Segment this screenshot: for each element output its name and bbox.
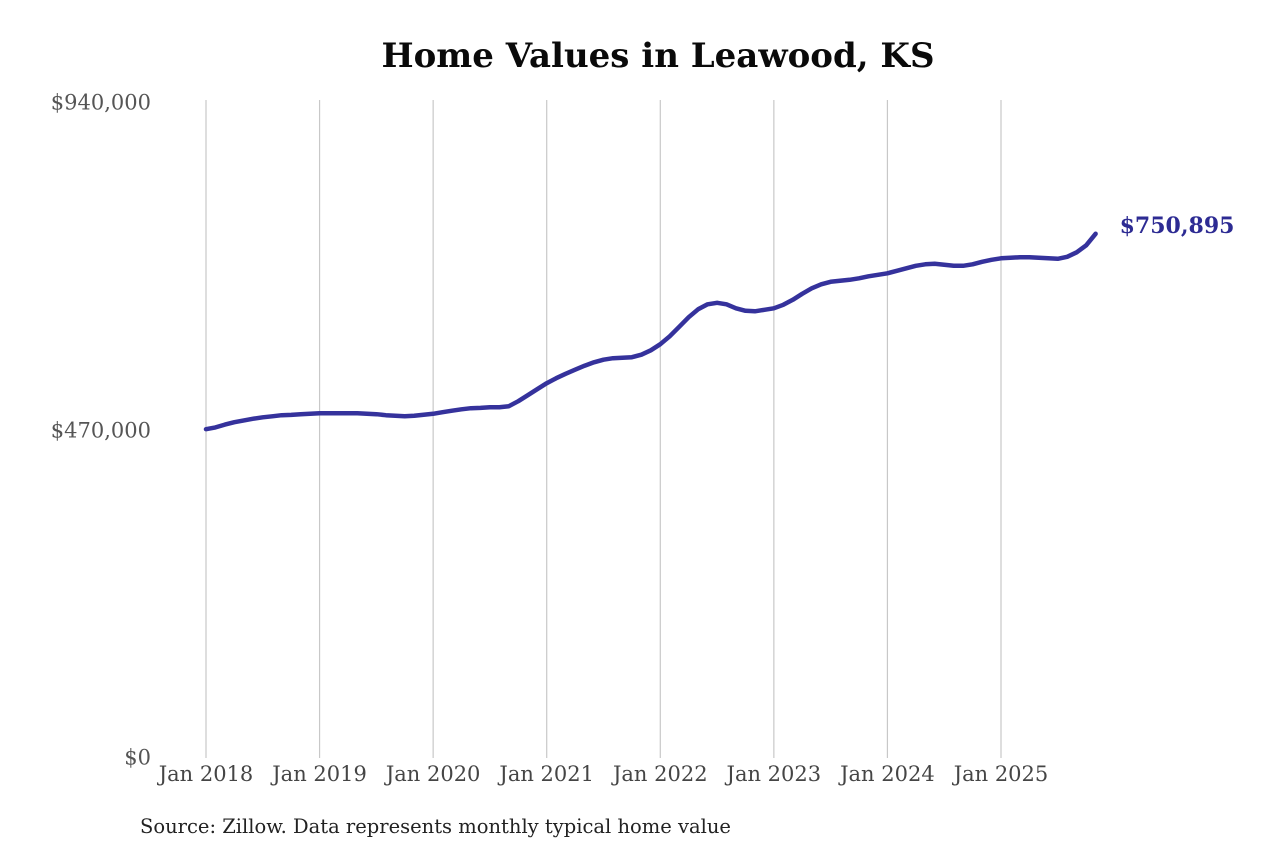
x-tick-label: Jan 2021: [499, 762, 594, 786]
source-note: Source: Zillow. Data represents monthly …: [140, 815, 731, 838]
y-axis: $0 $470,000 $940,000: [0, 0, 151, 853]
x-tick-label: Jan 2020: [385, 762, 481, 786]
x-tick-label: Jan 2023: [726, 762, 822, 786]
x-tick-label: Jan 2024: [840, 762, 935, 786]
x-tick-label: Jan 2019: [272, 762, 367, 786]
home-value-line: [203, 231, 1098, 432]
x-tick-label: Jan 2018: [158, 762, 254, 786]
chart-title: Home Values in Leawood, KS: [381, 36, 935, 76]
x-tick-label: Jan 2025: [953, 762, 1049, 786]
y-tick-label: $470,000: [50, 418, 151, 443]
x-tick-label: Jan 2022: [612, 762, 708, 786]
y-tick-label: $940,000: [50, 90, 151, 115]
y-tick-label: $0: [124, 745, 151, 770]
latest-value-label: $750,895: [1119, 212, 1235, 239]
